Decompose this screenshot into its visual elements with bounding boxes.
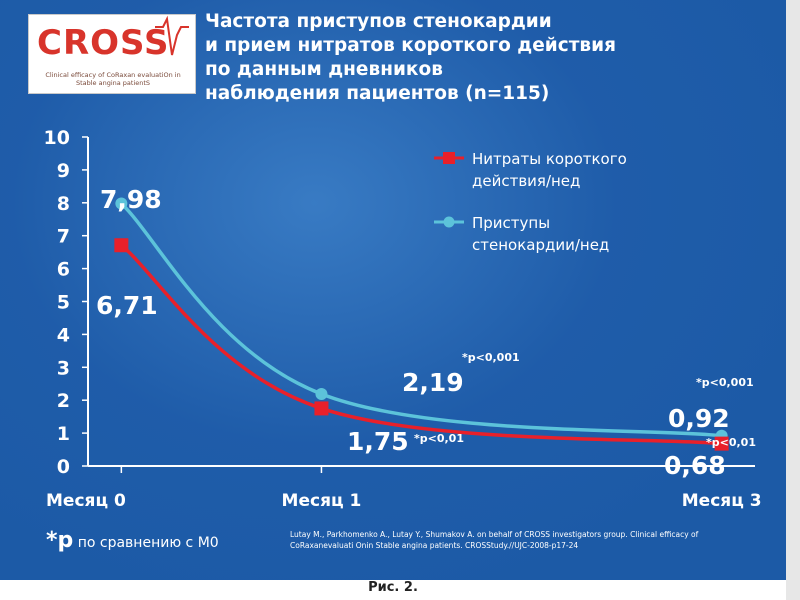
footnote-star-p: *p (46, 528, 74, 553)
legend-nitrates-swatch-marker (443, 152, 455, 164)
x-tick-label: Месяц 3 (682, 491, 762, 511)
legend-nitrates-label-1: Нитраты короткого (472, 150, 627, 168)
x-tick-label: Месяц 1 (282, 491, 362, 511)
attacks-label-m0: 7,98 (100, 185, 162, 214)
series-line-attacks (120, 202, 722, 438)
reference-citation: Lutay M., Parkhomenko A., Lutay Y., Shum… (290, 530, 699, 550)
legend: Нитраты короткого действия/нед Приступы … (434, 150, 627, 254)
x-ticks: Месяц 0 Месяц 1 Месяц 3 (46, 466, 762, 511)
nitrates-label-m3: 0,68 (664, 451, 726, 480)
nitrates-label-m1: 1,75 (347, 427, 409, 456)
logo-text: CROSS (37, 23, 170, 63)
significance-annotations: *p<0,001 *p<0,01 *p<0,001 *p<0,01 (414, 351, 756, 449)
y-tick-label: 0 (57, 456, 70, 478)
y-tick-label: 5 (57, 292, 70, 314)
nitrates-point-0 (114, 238, 129, 253)
y-tick-label: 9 (57, 160, 70, 182)
nitrates-point-1 (314, 401, 329, 416)
legend-attacks-swatch-marker (443, 216, 455, 228)
y-ticks: 0 1 2 3 4 5 6 7 8 9 10 (44, 127, 88, 478)
y-tick-label: 3 (57, 357, 70, 379)
nitrates-label-m0: 6,71 (96, 291, 158, 320)
y-tick-label: 4 (57, 324, 70, 346)
series-layer (114, 197, 729, 451)
figure-caption: Рис. 2. (368, 580, 418, 595)
attacks-label-m1: 2,19 (402, 368, 464, 397)
x-tick-label: Месяц 0 (46, 491, 126, 511)
value-labels: 7,98 6,71 2,19 1,75 0,92 0,68 (96, 185, 730, 480)
footnote-text: по сравнению с М0 (77, 535, 219, 551)
y-tick-label: 6 (57, 259, 70, 281)
cross-logo: CROSS Clinical efficacy of CoRaxan evalu… (28, 14, 196, 94)
legend-attacks-label-2: стенокардии/нед (472, 236, 609, 254)
p-annotation-nitrates-m1: *p<0,01 (414, 432, 464, 445)
legend-attacks-label-1: Приступы (472, 214, 550, 232)
page-edge (786, 0, 800, 600)
logo-ecg-icon (155, 15, 189, 56)
series-line-nitrates (120, 243, 722, 446)
legend-nitrates-label-2: действия/нед (472, 172, 580, 190)
line-chart: 0 1 2 3 4 5 6 7 8 9 10 Месяц 0 Месяц 1 Месяц 3 Нитра… (44, 127, 762, 511)
slide: CROSS Clinical efficacy of CoRaxan evalu… (0, 0, 786, 580)
nitrates-point-2 (714, 436, 729, 451)
attacks-label-m3: 0,92 (668, 404, 730, 433)
y-tick-label: 7 (57, 226, 70, 248)
p-annotation-attacks-m1: *p<0,001 (462, 351, 520, 364)
p-annotation-nitrates-m3: *p<0,01 (706, 436, 756, 449)
p-annotation-attacks-m3: *p<0,001 (696, 376, 754, 389)
y-tick-label: 8 (57, 193, 70, 215)
footnote: *p по сравнению с М0 (46, 528, 219, 553)
chart-title: Частота приступов стенокардии и прием ни… (205, 11, 616, 104)
y-tick-label: 1 (57, 423, 70, 445)
y-tick-label: 10 (44, 127, 70, 149)
attacks-point-1 (315, 387, 328, 400)
attacks-point-0 (115, 197, 128, 210)
y-tick-label: 2 (57, 390, 70, 412)
logo-subtitle: Clinical efficacy of CoRaxan evaluatiOn … (45, 71, 181, 87)
